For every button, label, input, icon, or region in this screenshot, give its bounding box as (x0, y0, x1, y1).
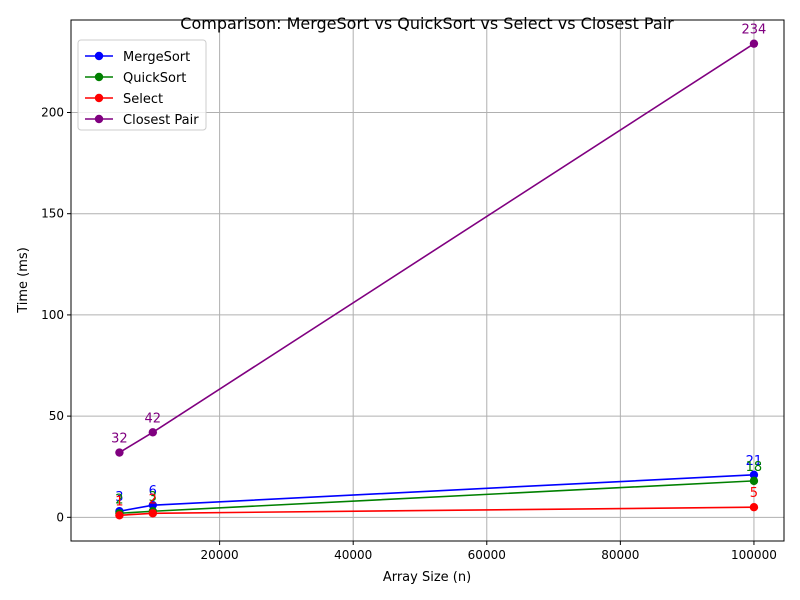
y-tick-label: 200 (41, 106, 64, 120)
y-tick-label: 0 (56, 510, 64, 524)
legend-box (77, 39, 207, 131)
legend-item-select: Select (85, 92, 163, 107)
legend-marker (94, 93, 104, 103)
data-point-closest-pair (115, 448, 124, 457)
legend: MergeSort QuickSort Select Closest Pair (77, 39, 207, 131)
data-label-closest-pair: 234 (742, 23, 767, 38)
data-label-quicksort: 2 (115, 492, 123, 507)
y-tick-label: 50 (49, 409, 64, 423)
data-point-select (749, 502, 759, 512)
x-tick-label: 80000 (601, 548, 639, 562)
x-tick-label: 100000 (731, 548, 777, 562)
data-point-select (115, 511, 124, 520)
legend-marker (94, 114, 104, 124)
y-axis-label: Time (ms) (16, 247, 31, 314)
legend-label: QuickSort (123, 71, 186, 86)
data-point-closest-pair (749, 39, 759, 48)
legend-marker (94, 51, 104, 61)
x-axis-label: Array Size (n) (383, 570, 471, 585)
plot-frame (70, 19, 785, 542)
y-tick-label: 150 (41, 207, 64, 221)
data-label-quicksort: 3 (149, 490, 157, 505)
chart-title: Comparison: MergeSort vs QuickSort vs Se… (180, 14, 674, 33)
legend-label: MergeSort (123, 50, 190, 65)
legend-marker (94, 72, 104, 82)
series-select (115, 502, 759, 520)
data-label-mergesort: 21 (746, 454, 763, 469)
data-point-quicksort (749, 476, 759, 486)
legend-item-quicksort: QuickSort (85, 71, 186, 86)
legend-item-mergesort: MergeSort (85, 50, 190, 65)
data-label-mergesort: 3 (115, 490, 123, 505)
data-label-closest-pair: 32 (111, 432, 128, 447)
x-axis-ticks: 20000 40000 60000 80000 100000 (201, 541, 777, 562)
legend-label: Closest Pair (123, 113, 199, 128)
y-axis-ticks: 0 50 100 150 200 (41, 106, 71, 524)
x-tick-label: 60000 (468, 548, 506, 562)
data-label-select: 1 (115, 494, 123, 509)
x-tick-label: 40000 (334, 548, 372, 562)
x-tick-label: 20000 (201, 548, 239, 562)
series-closest-pair (115, 39, 759, 457)
data-label-quicksort: 18 (746, 460, 763, 475)
y-tick-label: 100 (41, 308, 64, 322)
data-label-mergesort: 6 (149, 484, 157, 499)
data-point-mergesort (148, 500, 158, 510)
data-label-select: 5 (750, 486, 758, 501)
series-layer (115, 39, 759, 520)
data-point-mergesort (749, 470, 759, 480)
grid (71, 20, 784, 541)
data-label-closest-pair: 42 (145, 411, 162, 426)
legend-label: Select (123, 92, 163, 107)
data-point-select (148, 509, 158, 518)
data-label-select: 2 (149, 492, 157, 507)
data-point-closest-pair (148, 428, 158, 437)
legend-item-closest-pair: Closest Pair (85, 113, 199, 128)
